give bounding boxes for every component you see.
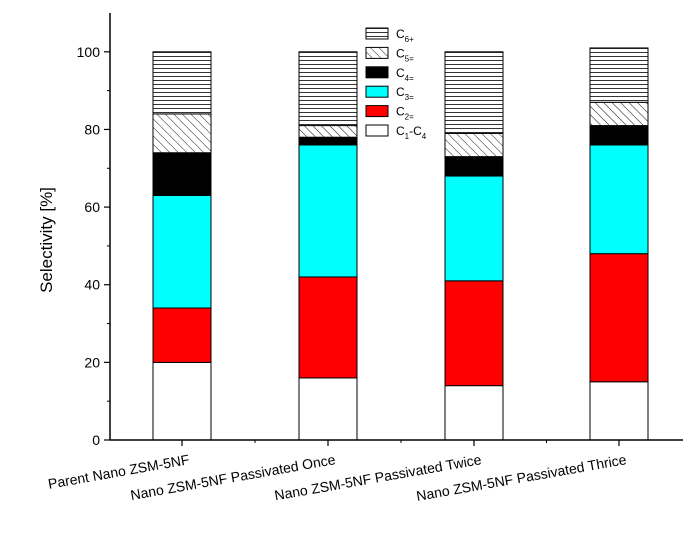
bar-segment-c5-1 [152,113,212,154]
y-tick-label: 60 [84,199,100,215]
legend-swatch-c6 [365,27,389,40]
bar-segment-c2-4 [589,253,649,383]
y-tick-label: 20 [84,354,100,370]
bar-segment-c1c4-2 [298,377,358,441]
bar-segment-c4-3 [444,156,504,177]
legend-label-c4: C4= [396,66,414,83]
bar-segment-c1c4-1 [152,361,212,441]
bar-segment-c2-1 [152,307,212,363]
bar-segment-c1c4-3 [444,385,504,441]
bar-segment-c3-3 [444,175,504,282]
legend-swatch-c3 [365,85,389,98]
bar-segment-c4-1 [152,152,212,196]
y-axis-title: Selectivity [%] [37,187,56,293]
bar-segment-c2-2 [298,276,358,379]
legend-label-c3: C3= [396,85,414,102]
bar-segment-c6-1 [152,51,212,115]
bar-segment-c4-4 [589,125,649,146]
bars [152,47,649,441]
bar-segment-c4-2 [298,136,358,146]
legend: C6+ C5= C4= C3= C2= C1-C4 [365,27,427,141]
legend-label-c6: C6+ [396,27,414,44]
bar-segment-c5-4 [589,101,649,127]
bar-segment-c2-3 [444,280,504,387]
bar-segment-c5-3 [444,132,504,158]
y-tick-label: 40 [84,277,100,293]
legend-label-c5: C5= [396,46,414,63]
legend-swatch-c4 [365,66,389,79]
bar-segment-c6-4 [589,47,649,103]
y-tick-label: 0 [92,432,100,448]
legend-swatch-c5 [365,46,389,59]
bar-segment-c1c4-4 [589,381,649,441]
bar-segment-c3-1 [152,194,212,309]
legend-label-c2: C2= [396,105,414,122]
bar-segment-c3-2 [298,144,358,278]
y-tick-label: 100 [77,44,101,60]
bar-segment-c6-3 [444,51,504,134]
bar-segment-c5-2 [298,125,358,138]
bar-segment-c3-4 [589,144,649,255]
y-tick-label: 80 [84,121,100,137]
legend-swatch-c1c4 [365,124,389,137]
legend-swatch-c2 [365,105,389,118]
legend-label-c1c4: C1-C4 [396,124,427,141]
bar-segment-c6-2 [298,51,358,127]
